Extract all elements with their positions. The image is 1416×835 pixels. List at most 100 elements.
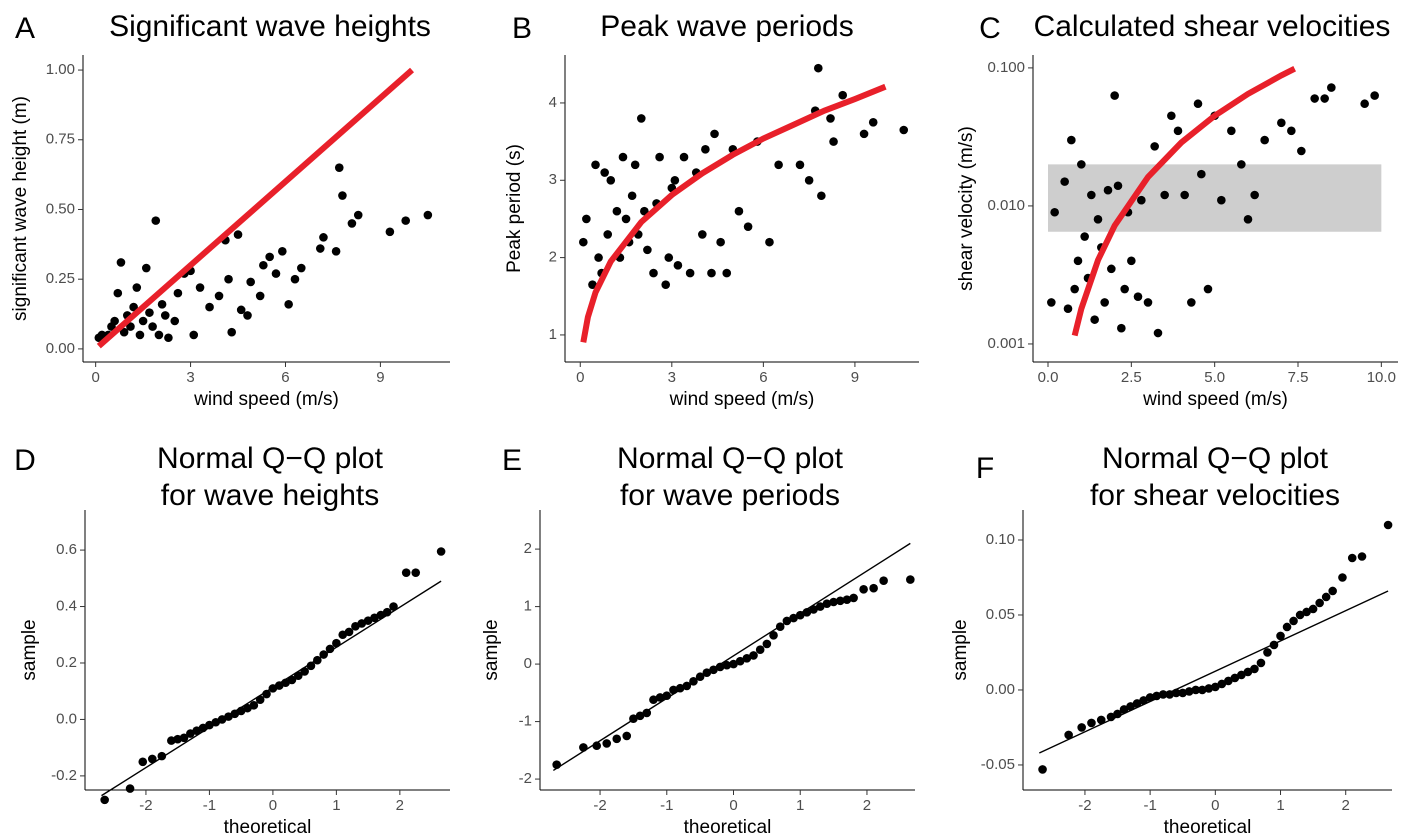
data-point [246,277,255,287]
chart-title: for wave heights [161,479,379,512]
data-point [1178,688,1188,698]
data-point [868,117,878,127]
data-point [1038,765,1047,774]
y-tick-label: 4 [549,94,557,111]
data-point [1073,256,1083,266]
data-point [649,695,658,705]
data-point [1204,684,1214,693]
y-tick-label: 0.00 [46,340,75,357]
data-point [1227,126,1236,136]
data-point [1137,195,1146,205]
x-tick-label: -2 [139,797,152,814]
data-point [423,210,433,220]
data-point [835,596,845,606]
data-point [742,654,752,663]
data-point [813,63,823,73]
data-point [822,599,832,609]
data-point [1243,214,1253,224]
data-point [135,330,145,340]
y-tick-label: 0.6 [56,541,77,558]
data-point [662,691,672,701]
data-point [236,305,246,315]
x-tick-label: 7.5 [1288,369,1309,386]
data-point [1127,256,1136,266]
x-tick-label: 3 [668,369,676,386]
data-point [640,206,649,216]
data-point [287,675,297,685]
chart-title: Significant wave heights [109,10,431,43]
y-tick-label: 0 [524,655,532,672]
data-point [97,330,107,340]
data-point [809,605,818,614]
x-axis-label: theoretical [224,817,312,835]
data-point [344,627,354,637]
data-point [642,708,652,718]
data-point [1117,323,1126,333]
data-point [643,245,652,255]
data-point [579,743,588,752]
data-point [1203,284,1213,294]
data-point [1327,83,1336,92]
y-tick-label: 1 [549,326,557,343]
data-point [1287,126,1296,136]
y-axis-label: significant wave height (m) [10,96,31,321]
data-point [195,283,205,292]
data-point [838,90,848,100]
x-axis-label: wind speed (m/s) [669,389,815,410]
x-tick-label: 1 [1276,797,1284,814]
data-point [698,230,707,239]
data-point [1126,702,1135,711]
data-point [795,610,805,620]
data-point [1328,586,1337,596]
data-point [1077,160,1086,169]
data-point [126,322,135,331]
x-tick-label: -2 [593,797,606,814]
data-point [334,163,344,172]
data-point [636,114,646,123]
data-point [1103,185,1113,195]
data-point [612,734,622,744]
data-point [1087,718,1096,728]
data-point [1302,607,1311,617]
data-point [1184,687,1194,696]
data-point [1143,298,1153,307]
chart-title: Peak wave periods [600,10,853,43]
data-point [707,268,716,278]
data-point [1090,315,1099,324]
data-point [1145,693,1155,702]
x-tick-label: 9 [851,369,859,386]
data-point [879,576,888,586]
chart-title: Calculated shear velocities [1034,10,1391,43]
data-point [1050,207,1059,217]
y-tick-label: -2 [519,770,532,787]
y-tick-label: 0.100 [987,59,1025,76]
data-point [385,227,395,237]
x-tick-label: 10.0 [1367,369,1396,386]
x-tick-label: 5.0 [1204,369,1225,386]
fit-line [101,580,442,797]
data-point [1167,111,1176,121]
data-point [259,260,268,270]
panel-label: A [15,12,35,45]
data-point [710,129,719,139]
data-point [164,333,173,343]
data-point [1224,676,1233,686]
data-point [347,219,357,228]
panel-label: B [512,12,532,45]
data-point [148,322,157,331]
data-point [588,280,597,289]
data-point [227,327,236,337]
data-point [1120,284,1129,294]
x-tick-label: 2 [863,797,871,814]
data-point [1132,699,1142,708]
data-point [1191,685,1201,695]
y-axis-label: sample [19,619,40,680]
data-point [621,214,631,224]
x-tick-label: -1 [660,797,673,814]
data-point [765,237,774,247]
x-tick-label: 1 [332,797,340,814]
data-point [1096,715,1106,725]
data-point [315,244,325,253]
data-point [1110,91,1119,100]
